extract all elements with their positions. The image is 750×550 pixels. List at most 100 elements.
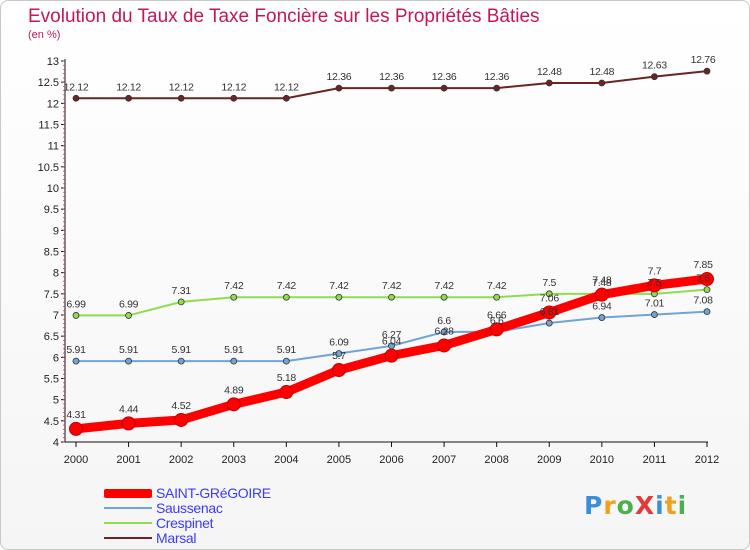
data-label: 7.85 — [693, 259, 713, 271]
data-point — [493, 293, 501, 301]
data-label: 4.31 — [66, 409, 86, 421]
data-point — [437, 338, 452, 353]
data-point — [335, 293, 343, 301]
data-label: 5.91 — [172, 344, 192, 356]
data-point — [440, 293, 448, 301]
data-label: 5.91 — [224, 344, 244, 356]
y-tick-label: 6 — [53, 352, 59, 364]
data-point — [72, 94, 80, 102]
data-point — [703, 286, 711, 294]
data-label: 12.36 — [484, 71, 509, 83]
data-point — [174, 412, 189, 427]
data-label: 12.12 — [221, 81, 246, 93]
data-label: 6.81 — [540, 306, 560, 318]
data-label: 7.5 — [542, 277, 556, 289]
data-label: 5.91 — [119, 344, 139, 356]
data-point — [226, 397, 241, 412]
data-label: 7.48 — [592, 275, 612, 287]
data-label: 6.94 — [592, 301, 612, 313]
data-point — [598, 314, 606, 321]
logo-letter: o — [616, 491, 635, 520]
x-tick-label: 2010 — [590, 454, 614, 466]
data-point — [125, 94, 132, 102]
data-point — [177, 94, 185, 102]
data-point — [440, 328, 448, 336]
data-point — [542, 305, 557, 320]
data-label: 6.99 — [119, 298, 139, 310]
x-tick-label: 2011 — [643, 454, 667, 466]
data-point — [388, 293, 395, 301]
data-point — [703, 67, 711, 75]
data-point — [647, 278, 662, 293]
y-tick-label: 7.5 — [44, 289, 59, 301]
y-tick-label: 7 — [53, 310, 59, 322]
data-label: 7.42 — [434, 280, 454, 292]
data-point — [230, 357, 238, 365]
data-point — [177, 357, 185, 365]
x-tick-label: 2006 — [379, 454, 403, 466]
data-label: 7.42 — [329, 280, 349, 292]
y-tick-label: 12.5 — [38, 77, 59, 89]
data-point — [598, 79, 606, 87]
x-tick-label: 2007 — [432, 454, 456, 466]
x-tick-label: 2004 — [274, 454, 298, 466]
proxiti-logo: ProXiti — [584, 491, 687, 520]
x-tick-label: 2001 — [116, 454, 140, 466]
data-label: 4.89 — [224, 384, 244, 396]
y-tick-label: 4.5 — [44, 416, 59, 428]
y-tick-label: 4 — [53, 437, 59, 449]
data-point — [69, 421, 83, 436]
data-label: 12.12 — [274, 81, 299, 93]
chart-subtitle: (en %) — [28, 29, 61, 41]
data-point — [72, 357, 80, 365]
data-label: 5.91 — [66, 344, 86, 356]
legend-swatch — [104, 507, 152, 509]
data-label: 12.36 — [432, 71, 457, 83]
legend-label: SAINT-GRéGOIRE — [156, 485, 271, 501]
data-label: 4.44 — [119, 403, 139, 415]
data-label: 7.5 — [648, 277, 662, 289]
x-tick-label: 2000 — [64, 454, 88, 466]
data-label: 6.04 — [382, 336, 402, 348]
data-point — [651, 311, 658, 318]
data-point — [121, 416, 136, 431]
logo-letter: i — [655, 491, 665, 520]
data-point — [594, 287, 609, 302]
data-point — [489, 322, 504, 337]
logo-letter: i — [677, 491, 688, 520]
x-tick-label: 2009 — [537, 454, 561, 466]
data-label: 7.7 — [648, 265, 662, 277]
y-tick-label: 11.5 — [38, 120, 59, 132]
data-point — [545, 290, 553, 298]
legend-swatch — [104, 489, 152, 498]
data-point — [384, 348, 399, 363]
y-tick-label: 11 — [48, 141, 59, 153]
y-tick-label: 8.5 — [44, 247, 59, 259]
data-label: 7.42 — [487, 280, 507, 292]
data-label: 7.31 — [172, 285, 192, 297]
legend-label: Marsal — [156, 530, 197, 546]
data-label: 7.6 — [696, 273, 710, 285]
x-tick-label: 2005 — [327, 454, 351, 466]
data-label: 6.6 — [490, 315, 504, 327]
data-label: 7.42 — [382, 280, 402, 292]
data-label: 6.27 — [382, 329, 402, 341]
data-label: 12.63 — [642, 60, 667, 72]
data-label: 12.48 — [589, 66, 614, 78]
data-label: 6.09 — [329, 337, 349, 349]
data-label: 5.91 — [277, 344, 297, 356]
y-tick-label: 12 — [47, 98, 59, 110]
y-tick-label: 13 — [47, 56, 59, 68]
data-label: 6.6 — [437, 315, 451, 327]
y-tick-label: 9 — [53, 225, 59, 237]
data-label: 4.52 — [172, 400, 192, 412]
data-point — [125, 312, 132, 319]
data-point — [230, 94, 238, 102]
legend-swatch — [104, 522, 152, 524]
logo-letter: t — [664, 491, 678, 520]
data-label: 12.48 — [537, 66, 562, 78]
y-tick-label: 5.5 — [44, 374, 59, 386]
data-label: 12.76 — [691, 54, 716, 66]
data-label: 6.66 — [487, 309, 507, 321]
